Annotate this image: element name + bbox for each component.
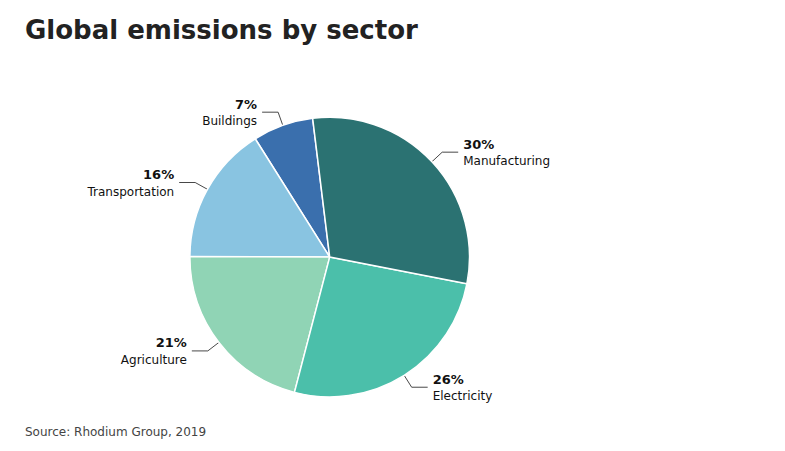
svg-text:21%: 21%	[156, 335, 187, 350]
svg-text:30%: 30%	[463, 137, 494, 152]
svg-text:Agriculture: Agriculture	[121, 353, 187, 367]
svg-text:16%: 16%	[143, 167, 174, 182]
svg-text:Global emissions by sector: Global emissions by sector	[25, 15, 418, 45]
svg-text:7%: 7%	[235, 97, 257, 112]
svg-text:Electricity: Electricity	[433, 389, 493, 403]
svg-text:Manufacturing: Manufacturing	[463, 154, 550, 168]
svg-text:Buildings: Buildings	[202, 114, 257, 128]
svg-text:Source: Rhodium Group, 2019: Source: Rhodium Group, 2019	[25, 425, 206, 439]
svg-text:Transportation: Transportation	[87, 185, 175, 199]
svg-text:26%: 26%	[433, 372, 464, 387]
